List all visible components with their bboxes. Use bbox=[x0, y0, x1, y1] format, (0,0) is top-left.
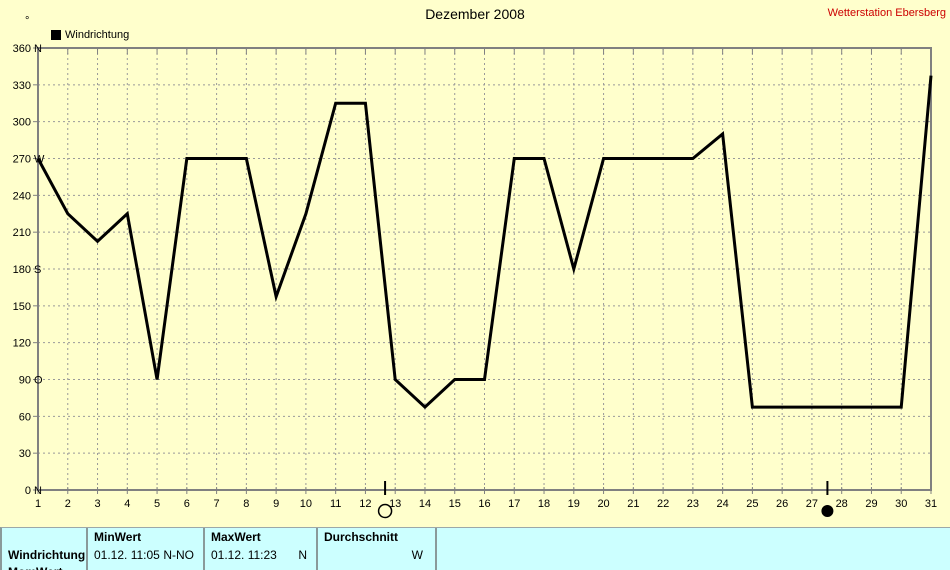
minwert-time: 01.12. 11:05 bbox=[94, 548, 160, 562]
x-axis-label: 25 bbox=[746, 498, 758, 510]
x-axis-label: 21 bbox=[627, 498, 639, 510]
x-axis-label: 19 bbox=[568, 498, 580, 510]
header-minwert: MinWert bbox=[88, 528, 205, 547]
durchschnitt-cell: W bbox=[318, 547, 437, 566]
station-label: Wetterstation Ebersberg bbox=[827, 7, 946, 19]
minwert-direction: N-NO bbox=[163, 548, 194, 562]
y-axis-direction-label: S bbox=[34, 264, 41, 276]
y-axis-label: 150 bbox=[13, 301, 31, 313]
x-axis-label: 10 bbox=[300, 498, 312, 510]
new-moon-icon bbox=[821, 505, 834, 517]
y-axis-label: 240 bbox=[13, 190, 31, 202]
table-header-row: MinWert MaxWert Durchschnitt bbox=[2, 528, 950, 547]
y-axis-label: 330 bbox=[13, 80, 31, 92]
header-maxwert: MaxWert bbox=[205, 528, 318, 547]
x-axis-label: 22 bbox=[657, 498, 669, 510]
maxwert-cell: 01.12. 11:23 N bbox=[205, 547, 318, 566]
header-spacer-cell bbox=[437, 528, 950, 547]
legend-label: Windrichtung bbox=[65, 29, 130, 41]
x-axis-label: 30 bbox=[895, 498, 907, 510]
y-axis-label: 300 bbox=[13, 117, 31, 129]
y-axis-label: 0 bbox=[25, 485, 31, 497]
y-axis-label: 270 bbox=[13, 154, 31, 166]
maxwert-time: 01.12. 11:23 bbox=[211, 548, 277, 562]
y-axis-label: 360 bbox=[13, 43, 31, 55]
legend: Windrichtung bbox=[51, 29, 129, 41]
x-axis-label: 24 bbox=[717, 498, 729, 510]
y-axis-unit-label: ° bbox=[25, 15, 30, 27]
maxwert-direction: N bbox=[298, 548, 307, 562]
page-title: Dezember 2008 bbox=[425, 6, 525, 22]
x-axis-label: 11 bbox=[330, 498, 341, 510]
y-axis-label: 180 bbox=[13, 264, 31, 276]
x-axis-label: 12 bbox=[359, 498, 371, 510]
x-axis-label: 31 bbox=[925, 498, 937, 510]
x-axis-label: 15 bbox=[449, 498, 461, 510]
y-axis-direction-label: N bbox=[34, 43, 42, 55]
x-axis-label: 26 bbox=[776, 498, 788, 510]
y-axis-label: 60 bbox=[19, 411, 31, 423]
x-axis-label: 13 bbox=[389, 498, 401, 510]
x-axis-label: 27 bbox=[806, 498, 818, 510]
x-axis-label: 5 bbox=[154, 498, 160, 510]
row-label: Windrichtung bbox=[2, 547, 88, 566]
y-axis-label: 120 bbox=[13, 338, 31, 350]
x-axis-label: 17 bbox=[508, 498, 520, 510]
y-axis-direction-label: N bbox=[34, 485, 42, 497]
x-axis-label: 23 bbox=[687, 498, 699, 510]
x-axis-label: 9 bbox=[273, 498, 279, 510]
x-axis-label: 2 bbox=[65, 498, 71, 510]
row-spacer-cell bbox=[437, 547, 950, 566]
x-axis-label: 4 bbox=[124, 498, 130, 510]
x-axis-label: 20 bbox=[597, 498, 609, 510]
legend-swatch-icon bbox=[51, 30, 61, 40]
y-axis-label: 90 bbox=[19, 375, 31, 387]
wind-direction-line bbox=[36, 75, 933, 410]
x-axis-label: 1 bbox=[35, 498, 41, 510]
table-row: Windrichtung 01.12. 11:05 N-NO 01.12. 11… bbox=[2, 547, 950, 566]
x-axis-label: 29 bbox=[865, 498, 877, 510]
minwert-cell: 01.12. 11:05 N-NO bbox=[88, 547, 205, 566]
full-moon-icon bbox=[377, 503, 393, 519]
x-axis-label: 6 bbox=[184, 498, 190, 510]
stats-table: MinWert MaxWert Durchschnitt Windrichtun… bbox=[0, 527, 950, 570]
x-axis-label: 16 bbox=[478, 498, 490, 510]
x-axis-label: 7 bbox=[214, 498, 220, 510]
header-empty-cell bbox=[2, 528, 88, 547]
header-durchschnitt: Durchschnitt bbox=[318, 528, 437, 547]
partial-row-label: MomWert bbox=[2, 566, 88, 570]
x-axis-label: 14 bbox=[419, 498, 431, 510]
y-axis-label: 210 bbox=[13, 227, 31, 239]
x-axis-label: 18 bbox=[538, 498, 550, 510]
x-axis-label: 8 bbox=[243, 498, 249, 510]
y-axis-label: 30 bbox=[19, 448, 31, 460]
x-axis-label: 3 bbox=[94, 498, 100, 510]
y-axis-direction-label: O bbox=[34, 375, 43, 387]
x-axis-label: 28 bbox=[836, 498, 848, 510]
table-partial-row: MomWert bbox=[2, 566, 950, 570]
